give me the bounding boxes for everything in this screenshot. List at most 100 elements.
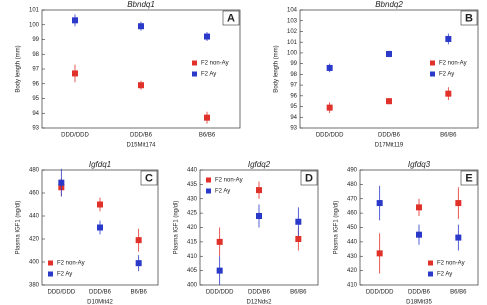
panel-title: Bbndq1 [127,0,155,9]
y-tick-label: 93 [32,126,39,132]
x-tick-label: B6/B6 [130,290,147,296]
y-tick-label: 94 [32,111,39,117]
point [455,200,462,207]
y-tick-label: 460 [347,211,358,217]
y-tick-label: 93 [290,126,297,132]
y-tick-label: 400 [29,260,40,266]
x-tick-label: DDD/B6 [130,133,153,139]
y-tick-label: 380 [29,283,40,289]
legend-swatch [428,271,433,277]
y-tick-label: 100 [287,50,298,56]
legend-swatch [192,60,197,66]
y-tick-label: 410 [347,283,358,289]
point [455,234,462,241]
x-axis-label: D10Mit42 [87,300,113,305]
x-axis-label: D12Nds2 [246,300,272,305]
y-tick-label: 410 [187,254,198,260]
y-tick-label: 470 [347,196,358,202]
x-tick-label: DDD/B6 [89,290,112,296]
point [97,201,103,208]
y-tick-label: 104 [287,8,298,14]
x-axis-label: D18Mit35 [406,300,432,305]
point [256,213,262,219]
point [72,17,78,24]
y-tick-label: 98 [290,72,297,78]
y-tick-label: 96 [290,93,297,99]
panel-title: Igfdq1 [89,160,111,169]
panel-letter: D [305,172,313,184]
legend-label: F2 Ay [57,272,72,278]
legend-label: F2 non-Ay [215,178,243,184]
legend-label: F2 Ay [201,72,216,78]
point [204,33,210,40]
point [376,200,383,207]
point [386,50,392,57]
y-tick-label: 490 [347,168,358,174]
legend-label: F2 Ay [215,189,230,195]
panel-title: Igfdq3 [408,160,431,169]
x-axis-label: D15Mit174 [126,143,156,149]
panel-title: Igfdq2 [248,160,271,169]
panel-badge [140,170,158,186]
legend-swatch [430,60,435,66]
legend-swatch [206,177,211,183]
y-tick-label: 480 [29,168,40,174]
y-tick-label: 97 [32,67,39,73]
y-tick-label: 95 [32,96,39,102]
plot-frame [299,9,479,129]
y-tick-label: 101 [29,8,40,14]
y-axis-label: Plasma IGF1 (ng/dl) [16,201,22,255]
y-tick-label: 435 [187,182,198,188]
y-axis-label: Plasma IGF1 (ng/dl) [174,201,180,255]
x-tick-label: DDD/DDD [316,133,344,139]
y-tick-label: 100 [29,22,40,28]
y-tick-label: 420 [347,268,358,274]
y-tick-label: 425 [187,211,198,217]
point [295,218,302,225]
legend-label: F2 Ay [439,72,454,78]
legend-label: F2 non-Ay [57,261,85,267]
x-tick-label: DDD/DDD [206,290,234,296]
legend-swatch [428,260,433,266]
point [295,236,302,242]
x-tick-label: DDD/B6 [248,290,271,296]
point [416,231,422,238]
point [204,114,210,121]
point [326,64,333,71]
panel-letter: B [465,12,473,24]
legend-swatch [48,260,53,266]
point [445,90,452,97]
x-axis-label: D17Mit119 [375,143,404,149]
y-tick-label: 480 [347,182,358,188]
point [138,23,144,30]
y-tick-label: 440 [187,168,198,174]
x-tick-label: B6/B6 [290,290,307,296]
legend-swatch [206,188,211,194]
point [216,238,223,245]
panel-letter: C [145,172,153,184]
panel-badge [300,170,318,186]
panel-letter: A [227,12,235,24]
legend-swatch [430,71,435,77]
point [376,250,383,257]
point [135,260,142,267]
y-tick-label: 102 [287,29,298,35]
y-tick-label: 420 [29,237,40,243]
legend-label: F2 non-Ay [437,261,465,267]
point [97,224,103,231]
legend-label: F2 non-Ay [201,61,229,67]
y-tick-label: 97 [290,83,297,89]
y-tick-label: 99 [32,37,39,43]
panel-badge [222,10,240,26]
point [72,70,78,77]
panel-title: Bbndq2 [375,0,403,9]
x-tick-label: B6/B6 [440,133,457,139]
point [135,237,142,244]
panel-letter: E [465,172,472,184]
point [326,104,333,111]
point [386,98,392,105]
x-tick-label: DDD/DDD [47,290,75,296]
y-tick-label: 95 [290,104,297,110]
y-tick-label: 415 [187,239,198,245]
